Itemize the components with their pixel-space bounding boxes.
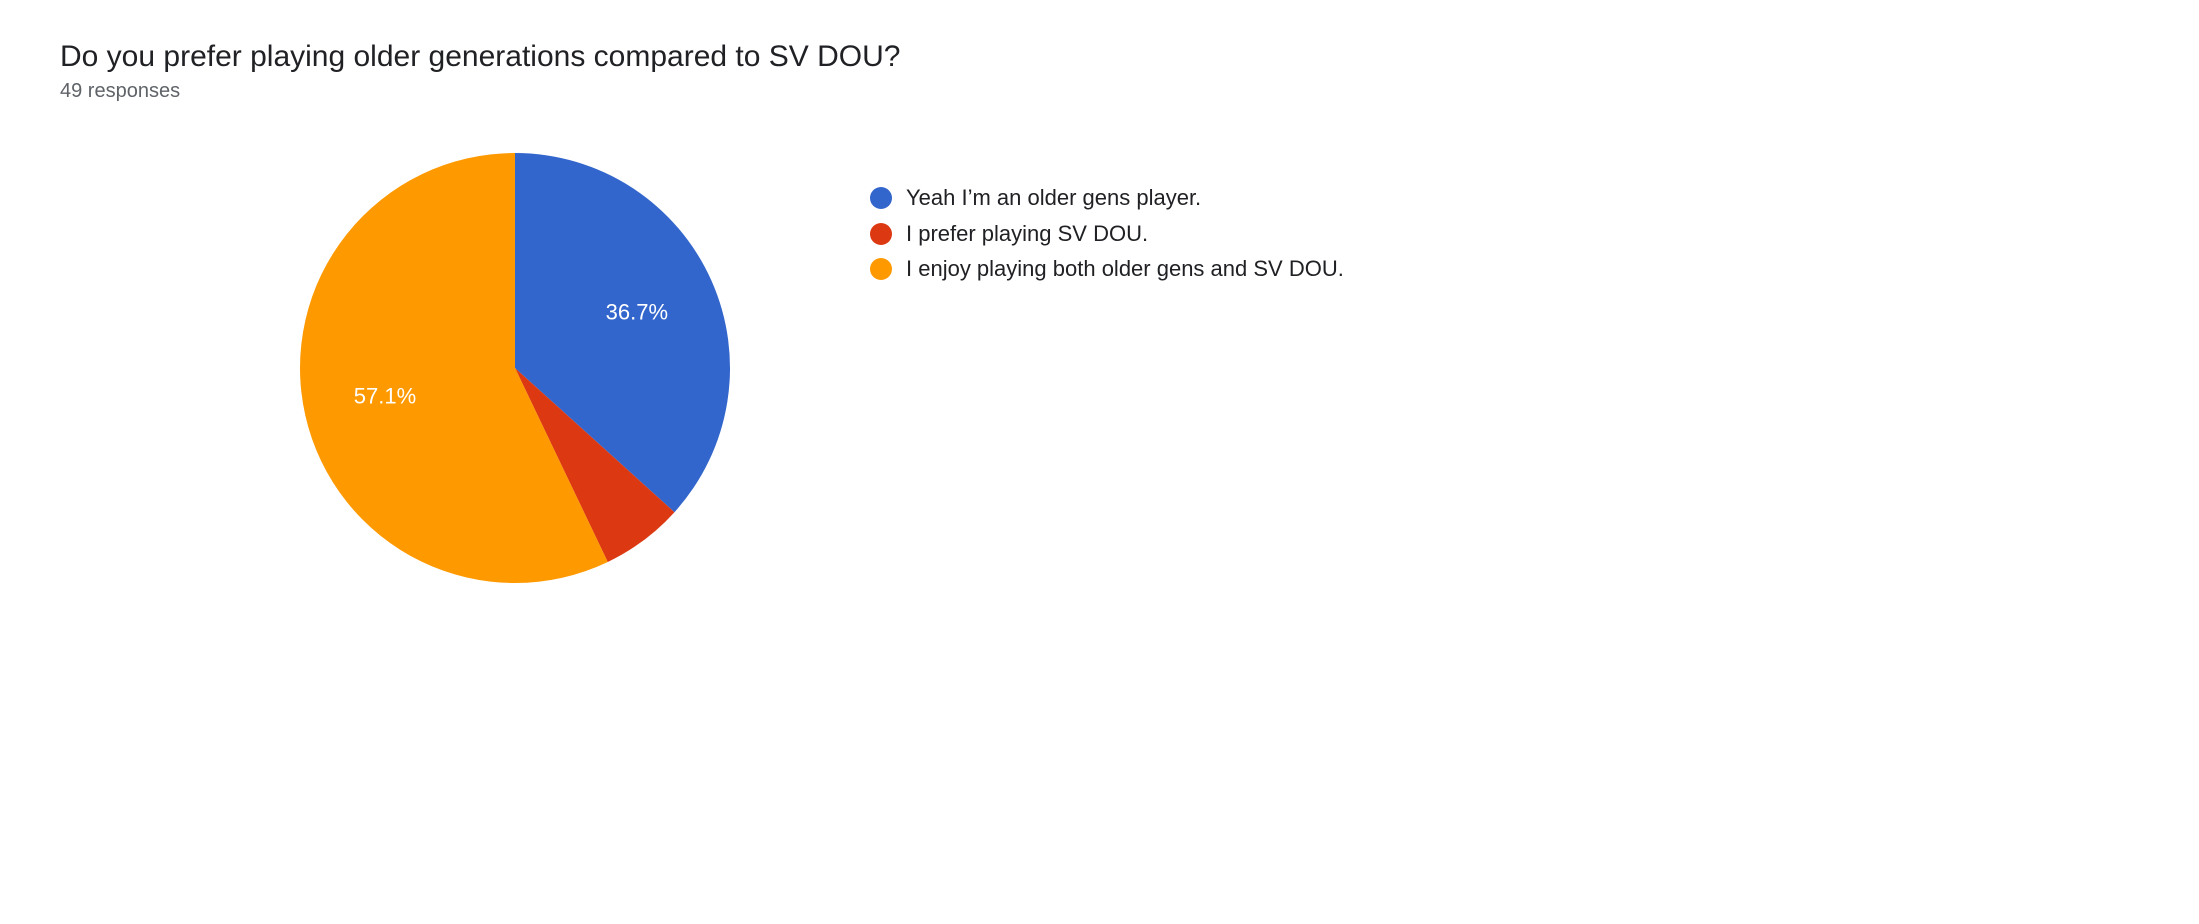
chart-card: Do you prefer playing older generations …	[0, 0, 2199, 628]
pie-slice-label: 36.7%	[606, 300, 668, 325]
legend-swatch	[870, 258, 892, 280]
legend-item[interactable]: Yeah I’m an older gens player.	[870, 183, 1430, 213]
legend-item[interactable]: I prefer playing SV DOU.	[870, 219, 1430, 249]
legend-swatch	[870, 187, 892, 209]
chart-title: Do you prefer playing older generations …	[60, 40, 2139, 74]
legend-label: Yeah I’m an older gens player.	[906, 183, 1201, 213]
legend: Yeah I’m an older gens player. I prefer p…	[870, 183, 1430, 290]
legend-label: I enjoy playing both older gens and SV D…	[906, 254, 1344, 284]
chart-body: 36.7% 57.1% Yeah I’m an older gens player…	[60, 153, 2139, 588]
pie-svg: 36.7% 57.1%	[300, 153, 730, 583]
pie-slice-label: 57.1%	[354, 383, 416, 408]
legend-item[interactable]: I enjoy playing both older gens and SV D…	[870, 254, 1430, 284]
legend-swatch	[870, 223, 892, 245]
response-count: 49 responses	[60, 80, 2139, 103]
legend-label: I prefer playing SV DOU.	[906, 219, 1148, 249]
pie-chart: 36.7% 57.1%	[300, 153, 730, 588]
